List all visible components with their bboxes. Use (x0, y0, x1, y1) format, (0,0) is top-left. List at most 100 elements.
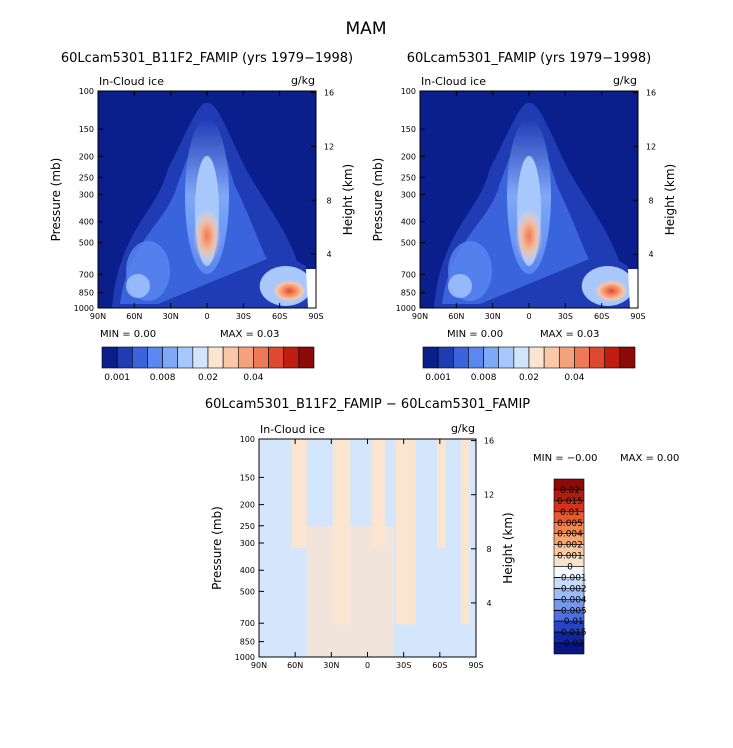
y-tick-label: 150 (240, 473, 255, 482)
y-right-tick-label: 8 (648, 196, 653, 205)
x-tick-label: 60N (448, 312, 464, 321)
x-tick-label: 30S (396, 661, 411, 670)
x-tick-label: 90S (630, 312, 645, 321)
y-tick-label: 1000 (74, 304, 94, 313)
positive-region (306, 526, 394, 657)
colorbar-swatch (207, 346, 224, 369)
colorbar-swatch (162, 346, 179, 369)
y-tick-label: 200 (401, 152, 416, 161)
colorbar-swatch (101, 346, 118, 369)
surface-mask (306, 269, 316, 308)
x-tick-label: 90N (90, 312, 106, 321)
colorbar-label: 0.04 (243, 373, 263, 383)
y-right-tick-label: 16 (646, 89, 656, 98)
contour-field (420, 91, 638, 308)
nh-lobe-core (448, 274, 472, 298)
colorbar-label: −0.002 (553, 584, 586, 594)
x-tick-label: 90N (251, 661, 267, 670)
sh-max (271, 279, 308, 303)
y-tick-label: 700 (79, 270, 94, 279)
min-label: MIN = 0.00 (100, 329, 156, 340)
colorbar-label: −0.02 (556, 639, 584, 649)
y-tick-label: 700 (401, 270, 416, 279)
colorbar-label: 0.015 (557, 497, 583, 507)
y-tick-label: 700 (240, 619, 255, 628)
y-right-tick-label: 16 (484, 437, 494, 446)
y-tick-label: 250 (79, 173, 94, 182)
y-tick-label: 400 (401, 218, 416, 227)
y-tick-label: 250 (401, 173, 416, 182)
colorbar (101, 346, 315, 369)
colorbar-swatch (528, 346, 545, 369)
y-tick-label: 300 (79, 191, 94, 200)
y-right-tick-label: 12 (484, 491, 494, 500)
x-tick-label: 60S (594, 312, 609, 321)
colorbar-swatch (543, 346, 560, 369)
positive-band (291, 439, 307, 548)
panel-title: 60Lcam5301_FAMIP (yrs 1979−1998) (407, 51, 652, 66)
panel-title: 60Lcam5301_B11F2_FAMIP − 60Lcam5301_FAMI… (205, 397, 530, 412)
colorbar (553, 478, 585, 655)
colorbar-label: 0.02 (560, 486, 580, 496)
y-right-axis-label: Height (km) (341, 164, 355, 235)
colorbar-swatch (468, 346, 484, 369)
colorbar-label: 0 (567, 563, 573, 573)
y-tick-label: 300 (240, 539, 255, 548)
y-tick-label: 850 (79, 289, 94, 298)
positive-band (371, 439, 385, 548)
colorbar-swatch (553, 642, 585, 655)
colorbar-label: 0.01 (560, 508, 580, 518)
panel-top-right: 60Lcam5301_FAMIP (yrs 1979−1998) In-Cloud… (371, 51, 677, 383)
colorbar-swatch (268, 346, 285, 369)
x-tick-label: 60N (287, 661, 303, 670)
x-tick-label: 0 (204, 312, 209, 321)
colorbar-swatch (222, 346, 239, 369)
y-tick-label: 250 (240, 522, 255, 531)
colorbar-label: 0.001 (104, 373, 130, 383)
y-tick-label: 1000 (235, 653, 255, 662)
y-tick-label: 500 (79, 239, 94, 248)
y-right-axis-label: Height (km) (663, 164, 677, 235)
max-label: MAX = 0.00 (620, 453, 679, 464)
colorbar-swatch (452, 346, 469, 369)
y-tick-label: 500 (401, 239, 416, 248)
panel-difference: 60Lcam5301_B11F2_FAMIP − 60Lcam5301_FAMI… (205, 397, 679, 670)
colorbar-swatch (192, 346, 209, 369)
colorbar-swatch (283, 346, 300, 369)
x-tick-label: 90N (412, 312, 428, 321)
colorbar-label: 0.002 (557, 541, 583, 551)
y-tick-label: 150 (401, 125, 416, 134)
y-tick-label: 1000 (396, 304, 416, 313)
max-label: MAX = 0.03 (220, 329, 279, 340)
colorbar-label: 0.02 (519, 373, 539, 383)
variable-label: In-Cloud ice (421, 75, 486, 88)
min-label: MIN = 0.00 (447, 329, 503, 340)
min-label: MIN = −0.00 (533, 453, 597, 464)
colorbar-swatch (147, 346, 163, 369)
colorbar-label: 0.008 (150, 373, 176, 383)
y-right-tick-label: 4 (486, 599, 491, 608)
panel-top-left: 60Lcam5301_B11F2_FAMIP (yrs 1979−1998) In… (49, 51, 355, 383)
colorbar-swatch (604, 346, 621, 369)
positive-band (395, 439, 416, 625)
y-tick-label: 200 (79, 152, 94, 161)
y-tick-label: 100 (240, 435, 255, 444)
positive-band (460, 439, 470, 625)
y-right-tick-label: 4 (326, 250, 331, 259)
colorbar-label: 0.02 (198, 373, 218, 383)
colorbar-swatch (589, 346, 606, 369)
colorbar-label: −0.015 (553, 628, 586, 638)
variable-label: In-Cloud ice (99, 75, 164, 88)
colorbar-swatch (177, 346, 194, 369)
colorbar-label: −0.004 (553, 595, 587, 605)
y-tick-label: 100 (401, 87, 416, 96)
colorbar-label: −0.005 (553, 606, 586, 616)
units-label: g/kg (291, 74, 315, 87)
y-tick-label: 400 (240, 566, 255, 575)
y-axis-label: Pressure (mb) (371, 158, 385, 242)
y-axis-label: Pressure (mb) (210, 506, 224, 590)
colorbar-swatch (422, 346, 439, 369)
x-tick-label: 90S (468, 661, 483, 670)
y-right-tick-label: 12 (646, 142, 656, 151)
